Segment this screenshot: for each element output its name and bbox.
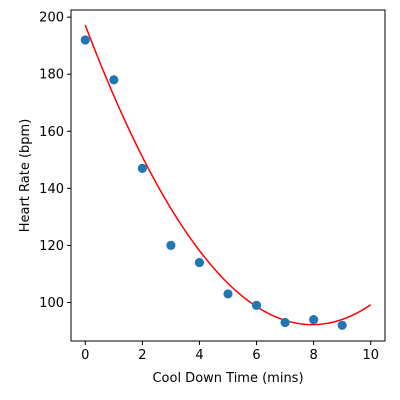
x-tick-label: 2 [138,348,146,363]
x-tick-label: 4 [195,348,203,363]
data-point [337,320,347,330]
data-point [280,317,290,328]
y-tick-label: 160 [39,125,64,140]
y-axis-label: Heart Rate (bpm) [18,119,33,233]
x-tick-label: 0 [81,348,89,363]
data-point [251,300,262,310]
data-point [309,314,319,325]
data-point [109,75,119,85]
y-tick-label: 200 [39,11,64,26]
axis-ticks: 0 2 4 6 8 10 100 120 140 160 180 200 [39,11,379,363]
y-tick-label: 120 [39,239,64,254]
axes-frame [70,9,386,342]
data-point [223,289,233,299]
data-point [194,257,205,268]
x-tick-label: 6 [252,348,260,363]
y-tick-label: 140 [39,182,64,197]
fit-curve-line [84,24,372,326]
data-point [166,240,176,251]
y-tick-label: 100 [39,296,64,311]
y-tick-label: 180 [39,68,64,83]
data-point [137,163,147,173]
plot-area [80,24,372,330]
x-tick-label: 10 [362,348,379,363]
x-axis-label: Cool Down Time (mins) [152,371,303,386]
x-tick-label: 8 [309,348,317,363]
data-point [80,35,90,45]
